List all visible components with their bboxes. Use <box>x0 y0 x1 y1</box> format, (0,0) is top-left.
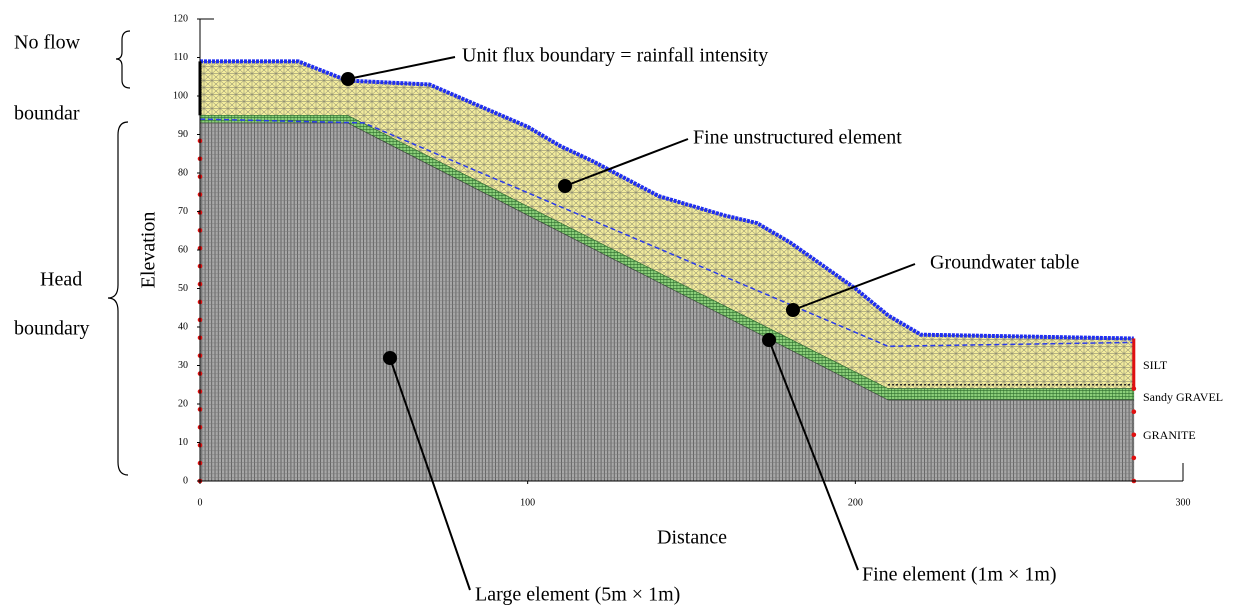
y-tick-label: 40 <box>178 321 188 332</box>
y-tick-label: 10 <box>178 437 188 448</box>
leader-line <box>768 339 859 571</box>
head-node <box>1131 409 1137 415</box>
annotation-dot <box>341 72 355 86</box>
layer-label: Sandy GRAVEL <box>1143 390 1223 404</box>
left-label: boundary <box>14 318 90 340</box>
granite-layer <box>199 122 1135 482</box>
annotation-dot <box>383 351 397 365</box>
annotation: Groundwater table <box>930 252 1080 274</box>
y-tick-label: 90 <box>178 129 188 140</box>
flux-boundary <box>200 59 1134 341</box>
annotation-dot <box>786 303 800 317</box>
head-node <box>1131 386 1137 391</box>
y-tick-label: 20 <box>178 398 188 409</box>
y-tick-label: 0 <box>183 475 188 486</box>
axis-title: Elevation <box>138 212 160 289</box>
groundwater-table <box>199 118 1134 348</box>
head-node <box>1131 455 1137 461</box>
brace <box>115 30 131 89</box>
y-tick-label: 60 <box>178 244 188 255</box>
left-label: Head <box>40 269 82 291</box>
head-node <box>1131 432 1137 438</box>
x-tick-label: 200 <box>848 497 863 508</box>
layer-label: SILT <box>1143 358 1168 372</box>
y-tick-label: 70 <box>178 206 188 217</box>
axes: 0 10 20 30 40 50 60 70 80 90 100 110 120 0 100 200 300 <box>173 13 1191 508</box>
x-tick-label: 0 <box>198 497 203 508</box>
axis-title: Distance <box>657 527 727 549</box>
y-tick-label: 100 <box>173 90 188 101</box>
x-tick-label: 300 <box>1176 497 1191 508</box>
leader-line <box>564 138 689 187</box>
annotation-dot <box>558 179 572 193</box>
leader-line <box>347 56 456 80</box>
annotation: Fine unstructured element <box>693 127 902 149</box>
annotation-dot <box>762 333 776 347</box>
annotations: Unit flux boundary = rainfall intensity F… <box>341 45 1080 606</box>
layer-label: GRANITE <box>1143 428 1196 442</box>
leader-line <box>792 263 916 311</box>
annotation: Fine element (1m × 1m) <box>862 564 1057 586</box>
x-tick-label: 100 <box>520 497 535 508</box>
y-tick-label: 80 <box>178 167 188 178</box>
annotation: Unit flux boundary = rainfall intensity <box>462 45 768 67</box>
annotation: Large element (5m × 1m) <box>475 584 680 606</box>
left-label: No flow <box>14 32 81 54</box>
brace <box>107 121 129 476</box>
y-tick-label: 30 <box>178 360 188 371</box>
leader-line <box>389 357 471 591</box>
y-tick-label: 120 <box>173 13 188 24</box>
y-tick-label: 110 <box>173 52 188 63</box>
y-tick-label: 50 <box>178 283 188 294</box>
left-label: boundar <box>14 103 80 125</box>
